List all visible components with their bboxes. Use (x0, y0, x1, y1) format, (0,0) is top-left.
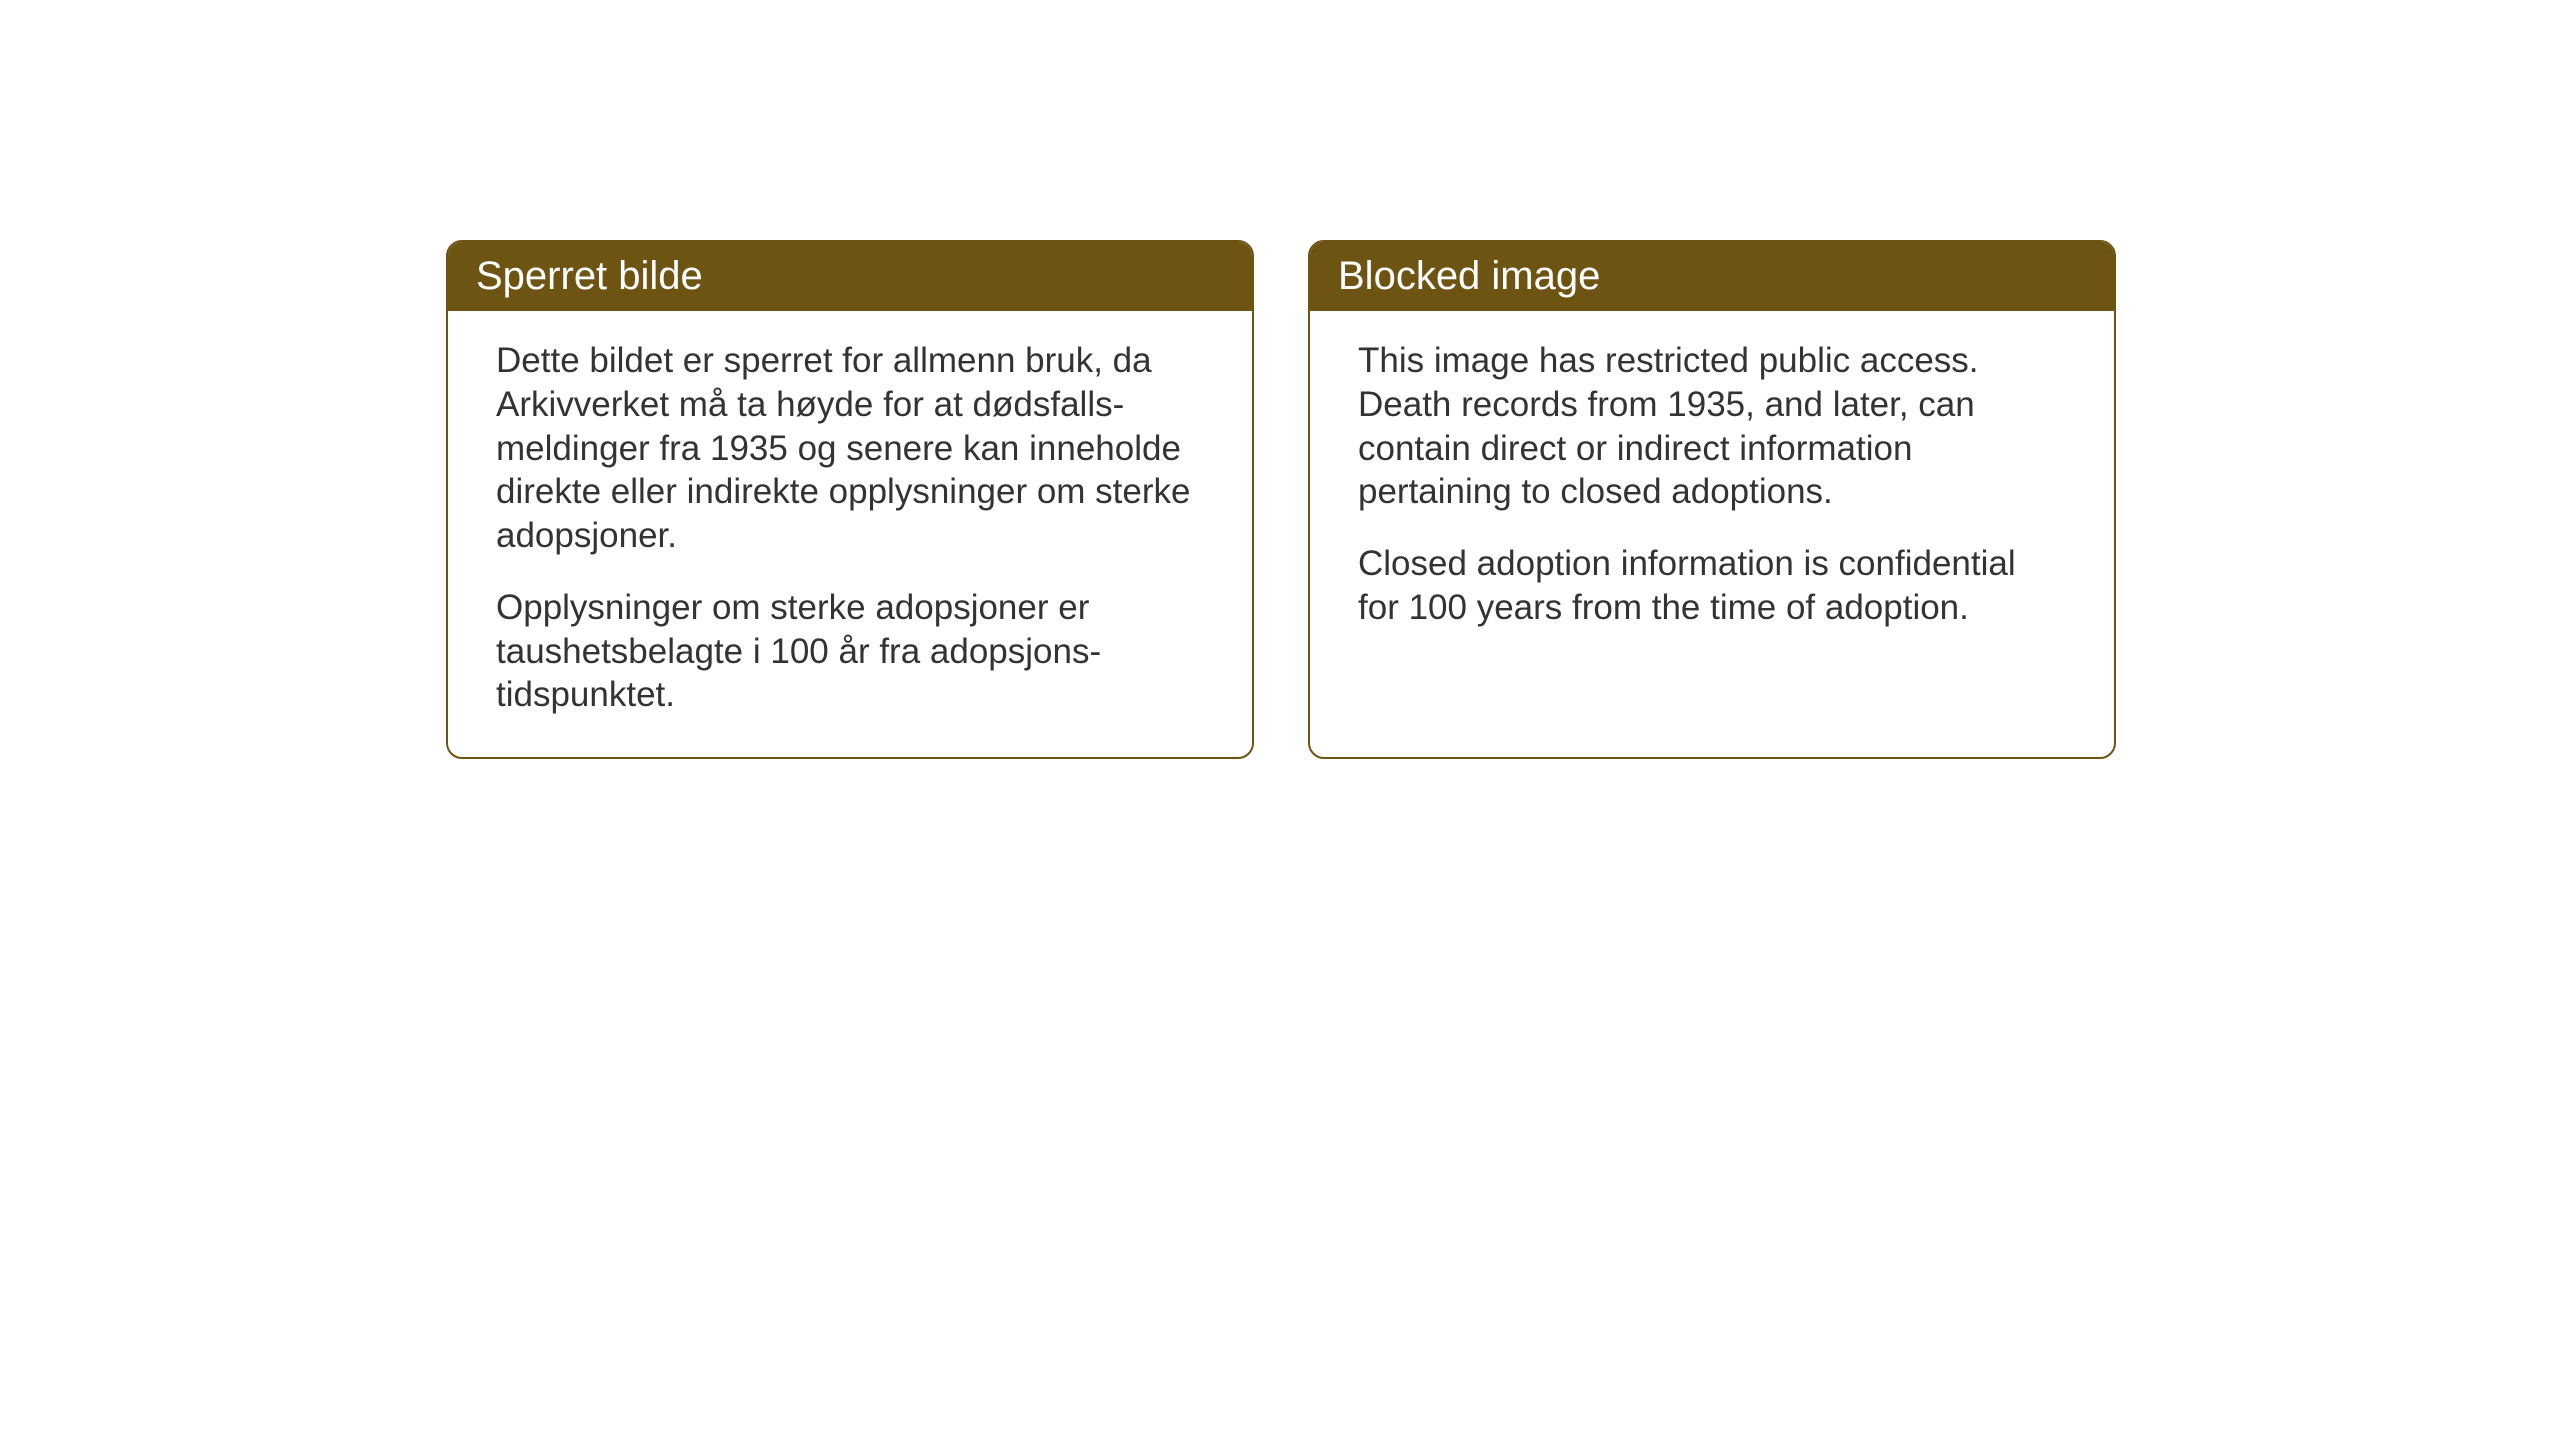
english-card-body: This image has restricted public access.… (1310, 311, 2114, 670)
english-paragraph-2: Closed adoption information is confident… (1358, 542, 2066, 630)
notice-container: Sperret bilde Dette bildet er sperret fo… (446, 240, 2116, 759)
norwegian-paragraph-2: Opplysninger om sterke adopsjoner er tau… (496, 586, 1204, 717)
norwegian-card-body: Dette bildet er sperret for allmenn bruk… (448, 311, 1252, 757)
norwegian-paragraph-1: Dette bildet er sperret for allmenn bruk… (496, 339, 1204, 558)
norwegian-card-title: Sperret bilde (448, 242, 1252, 311)
english-card-title: Blocked image (1310, 242, 2114, 311)
english-paragraph-1: This image has restricted public access.… (1358, 339, 2066, 514)
norwegian-notice-card: Sperret bilde Dette bildet er sperret fo… (446, 240, 1254, 759)
english-notice-card: Blocked image This image has restricted … (1308, 240, 2116, 759)
